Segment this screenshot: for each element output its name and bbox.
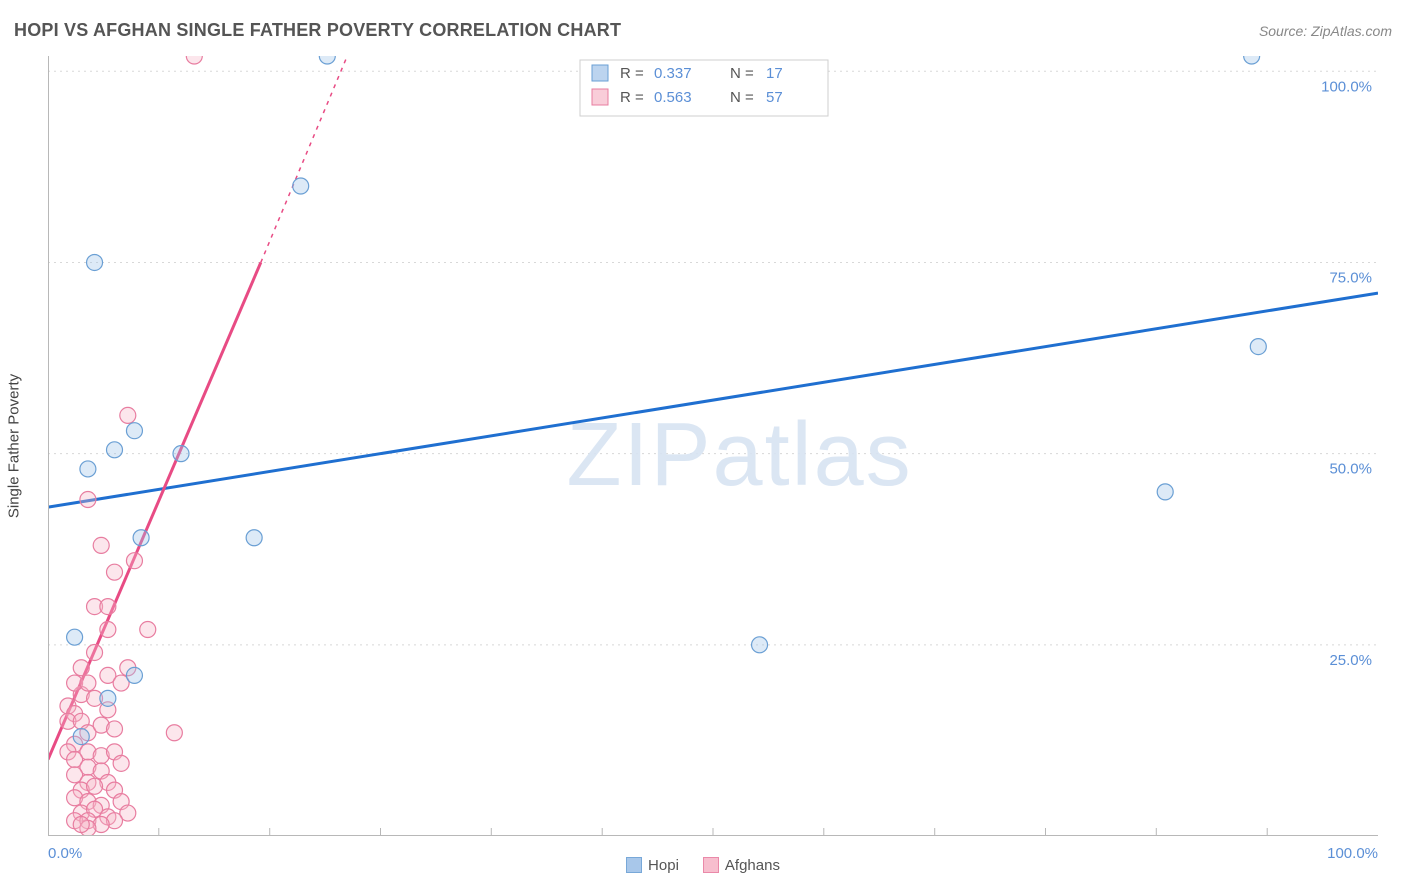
y-axis-label: Single Father Poverty	[6, 374, 23, 518]
svg-text:ZIPatlas: ZIPatlas	[567, 405, 913, 505]
svg-text:N =: N =	[730, 65, 754, 82]
svg-text:17: 17	[766, 65, 783, 82]
svg-text:25.0%: 25.0%	[1329, 652, 1372, 669]
svg-text:75.0%: 75.0%	[1329, 269, 1372, 286]
svg-text:100.0%: 100.0%	[1321, 78, 1372, 95]
svg-text:R =: R =	[620, 65, 644, 82]
scatter-plot-svg: 25.0% 50.0% 75.0% 100.0% ZIPatlas R = 0.337 N =…	[48, 56, 1378, 836]
legend-item: Hopi	[626, 857, 679, 874]
legend-swatch	[626, 857, 642, 873]
svg-text:57: 57	[766, 89, 783, 106]
chart-title: HOPI VS AFGHAN SINGLE FATHER POVERTY COR…	[14, 20, 621, 41]
svg-text:50.0%: 50.0%	[1329, 461, 1372, 478]
source-label: Source: ZipAtlas.com	[1259, 23, 1392, 39]
svg-text:R =: R =	[620, 89, 644, 106]
svg-text:N =: N =	[730, 89, 754, 106]
plot-area: 25.0% 50.0% 75.0% 100.0% ZIPatlas R = 0.337 N =…	[48, 56, 1378, 836]
legend-swatch	[703, 857, 719, 873]
title-bar: HOPI VS AFGHAN SINGLE FATHER POVERTY COR…	[14, 20, 1392, 41]
svg-text:0.563: 0.563	[654, 89, 692, 106]
legend-label: Hopi	[648, 857, 679, 874]
legend-item: Afghans	[703, 857, 780, 874]
svg-text:0.337: 0.337	[654, 65, 692, 82]
bottom-legend: Hopi Afghans	[0, 857, 1406, 879]
legend-label: Afghans	[725, 857, 780, 874]
